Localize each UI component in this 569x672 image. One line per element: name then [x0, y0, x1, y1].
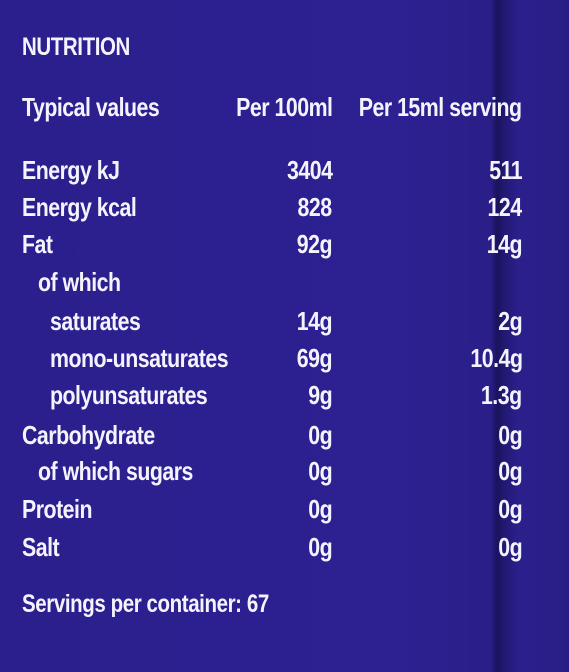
value-per-100ml: 3404 [286, 155, 333, 185]
value-per-serving: 0g [498, 532, 522, 562]
nutrient-name: saturates [50, 306, 141, 336]
row-saturates: saturates 14g 2g [0, 306, 569, 342]
row-sugars: of which sugars 0g 0g [0, 456, 569, 492]
header-per-100ml: Per 100ml [235, 92, 333, 122]
row-polyunsaturates: polyunsaturates 9g 1.3g [0, 380, 569, 416]
row-fat: Fat 92g 14g [0, 229, 569, 265]
value-per-100ml: 9g [308, 380, 332, 410]
value-per-serving: 10.4g [469, 343, 523, 373]
header-per-serving: Per 15ml serving [359, 92, 522, 122]
row-protein: Protein 0g 0g [0, 494, 569, 530]
nutrient-name: of which sugars [38, 456, 193, 486]
nutrient-name: Protein [22, 494, 93, 524]
nutrition-heading: NUTRITION [22, 33, 130, 61]
nutrient-name: Salt [22, 532, 60, 562]
row-salt: Salt 0g 0g [0, 532, 569, 568]
value-per-serving: 0g [498, 494, 522, 524]
value-per-100ml: 14g [296, 306, 333, 336]
header-typical-values: Typical values [22, 92, 160, 122]
value-per-100ml: 92g [296, 229, 333, 259]
value-per-100ml: 0g [308, 494, 332, 524]
value-per-serving: 1.3g [481, 380, 522, 410]
nutrient-name: Fat [22, 229, 53, 259]
value-per-serving: 0g [498, 456, 522, 486]
row-energy-kcal: Energy kcal 828 124 [0, 192, 569, 228]
nutrient-name: of which [38, 267, 121, 297]
packaging-fold [492, 0, 502, 672]
value-per-100ml: 0g [308, 456, 332, 486]
value-per-serving: 511 [489, 155, 522, 185]
servings-per-container: Servings per container: 67 [22, 590, 269, 618]
row-mono-unsaturates: mono-unsaturates 69g 10.4g [0, 343, 569, 379]
value-per-serving: 14g [486, 229, 523, 259]
row-energy-kj: Energy kJ 3404 511 [0, 155, 569, 191]
nutrient-name: mono-unsaturates [50, 343, 229, 373]
value-per-100ml: 0g [308, 420, 332, 450]
nutrient-name: polyunsaturates [50, 380, 208, 410]
value-per-serving: 2g [498, 306, 522, 336]
value-per-100ml: 0g [308, 532, 332, 562]
row-of-which: of which [0, 267, 569, 303]
value-per-serving: 124 [487, 192, 523, 222]
value-per-100ml: 69g [296, 343, 333, 373]
nutrient-name: Energy kcal [22, 192, 137, 222]
header-row: Typical values Per 100ml Per 15ml servin… [0, 92, 569, 128]
nutrient-name: Energy kJ [22, 155, 120, 185]
value-per-serving: 0g [498, 420, 522, 450]
value-per-100ml: 828 [297, 192, 333, 222]
nutrient-name: Carbohydrate [22, 420, 155, 450]
row-carbohydrate: Carbohydrate 0g 0g [0, 420, 569, 456]
